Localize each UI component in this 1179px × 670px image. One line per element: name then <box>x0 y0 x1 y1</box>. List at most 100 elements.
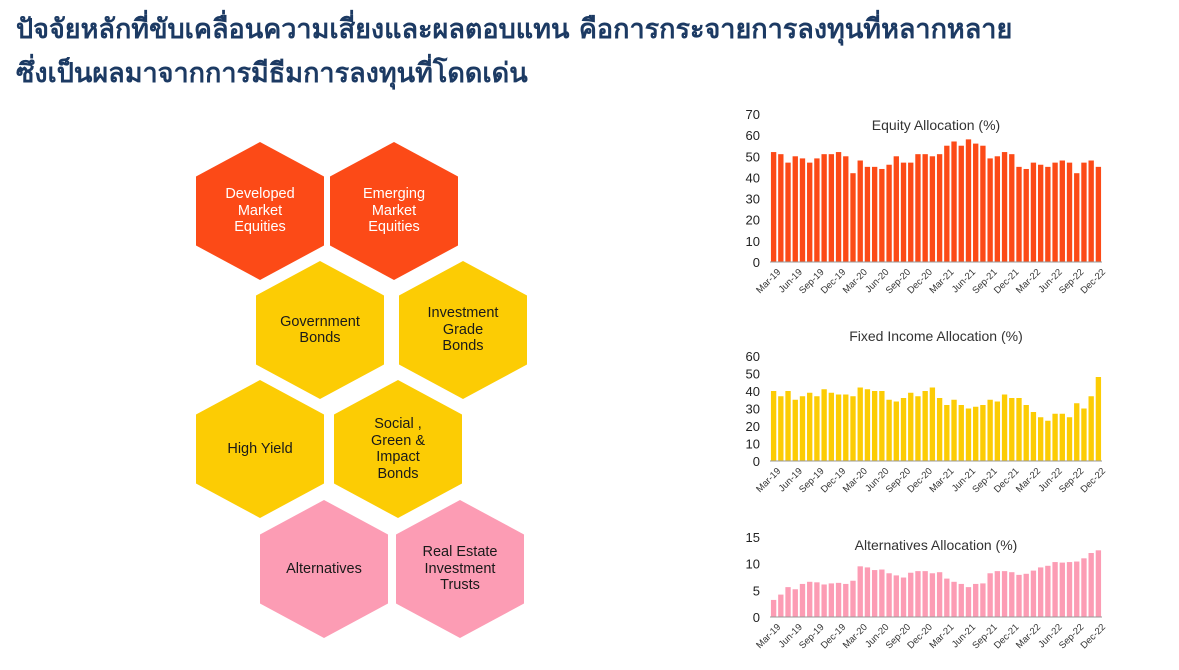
bar <box>857 566 863 617</box>
bar <box>1081 558 1087 617</box>
bar <box>1001 394 1008 461</box>
bar <box>994 401 1001 461</box>
y-tick-label: 0 <box>753 255 760 270</box>
bar <box>987 573 993 617</box>
bar <box>951 141 957 262</box>
bar <box>973 583 979 617</box>
bar <box>843 583 849 617</box>
x-tick-label: Mar-20 <box>841 622 870 651</box>
bar <box>1081 162 1087 262</box>
bar <box>828 583 835 617</box>
bar <box>922 154 928 262</box>
bar <box>893 156 899 262</box>
bar <box>951 581 957 617</box>
x-tick-label: Mar-21 <box>927 466 956 495</box>
bar <box>871 166 878 262</box>
bar <box>835 152 842 262</box>
bar <box>944 578 950 617</box>
bar <box>929 156 936 262</box>
bar <box>1030 162 1037 262</box>
bar <box>1016 398 1022 461</box>
y-tick-label: 0 <box>753 454 760 469</box>
bar <box>770 391 777 461</box>
bar <box>785 162 791 262</box>
bar <box>994 156 1001 262</box>
bar <box>864 166 871 262</box>
bar <box>1045 166 1051 262</box>
bar <box>965 139 972 262</box>
hex-social-green-impact-bonds: Social , Green & Impact Bonds <box>334 380 462 518</box>
bar <box>994 571 1001 617</box>
bar <box>922 391 928 461</box>
y-tick-label: 20 <box>746 213 760 228</box>
hex-label: Real Estate Investment Trusts <box>422 544 498 594</box>
bar <box>1074 561 1080 617</box>
bar <box>908 572 914 617</box>
bar <box>871 570 878 617</box>
hex-label: Alternatives <box>286 560 362 577</box>
bar <box>1059 562 1065 617</box>
hex-high-yield: High Yield <box>196 380 324 518</box>
y-tick-label: 0 <box>753 610 760 625</box>
bar <box>973 406 979 461</box>
x-tick-label: Mar-19 <box>754 622 783 651</box>
bar <box>1016 574 1022 617</box>
hex-label: High Yield <box>227 440 293 457</box>
x-tick-label: Mar-21 <box>927 622 956 651</box>
chart-title: Fixed Income Allocation (%) <box>849 328 1023 344</box>
bar <box>770 599 777 617</box>
bar <box>944 405 950 461</box>
x-tick-label: Mar-21 <box>927 267 956 296</box>
bar <box>814 158 820 262</box>
bar <box>864 567 871 617</box>
bar <box>929 387 936 461</box>
hex-government-bonds: Government Bonds <box>256 261 384 399</box>
bar <box>778 154 784 262</box>
bar <box>807 581 813 617</box>
bar <box>958 145 964 262</box>
hex-real-estate-investment-trusts: Real Estate Investment Trusts <box>396 500 524 638</box>
bar <box>1052 162 1058 262</box>
y-tick-label: 30 <box>746 402 760 417</box>
bar <box>908 392 914 461</box>
bar <box>951 399 957 461</box>
equity-allocation-chart: Equity Allocation (%) 0 10 20 30 40 50 60 70 Mar-… <box>746 107 1109 296</box>
headline-line-2: ซึ่งเป็นผลมาจากการมีธีมการลงทุนที่โดดเด่… <box>16 58 528 89</box>
y-tick-label: 10 <box>746 234 760 249</box>
y-tick-label: 30 <box>746 192 760 207</box>
bar <box>936 154 943 262</box>
alternatives-allocation-chart: Alternatives Allocation (%)051015Mar-19J… <box>746 530 1109 651</box>
bar <box>770 152 777 262</box>
bar <box>843 156 849 262</box>
bar <box>871 391 878 461</box>
bar <box>1009 154 1015 262</box>
bar <box>1052 413 1058 461</box>
bar <box>893 575 899 617</box>
hex-label: Developed Market Equities <box>225 186 295 236</box>
y-tick-label: 15 <box>746 530 760 545</box>
bar <box>799 396 806 461</box>
bar <box>1059 413 1065 461</box>
bar <box>1030 412 1037 461</box>
bar <box>814 396 820 461</box>
bar <box>792 399 798 461</box>
bar <box>1095 166 1102 262</box>
bar <box>886 164 892 262</box>
bar <box>1037 417 1044 461</box>
hex-developed-market-equities: Developed Market Equities <box>196 142 324 280</box>
bar <box>785 391 791 461</box>
x-tick-label: Mar-22 <box>1014 622 1043 651</box>
fixed-income-allocation-chart: Fixed Income Allocation (%) 0 10 20 30 40 50 60… <box>746 328 1109 495</box>
bar <box>843 394 849 461</box>
asset-class-hexagons: Developed Market Equities Emerging Marke… <box>0 0 560 670</box>
y-tick-label: 10 <box>746 557 760 572</box>
bar <box>821 584 827 617</box>
x-tick-label: Mar-22 <box>1014 267 1043 296</box>
bar <box>958 405 964 461</box>
bar <box>1088 160 1094 262</box>
bar <box>900 398 907 461</box>
hex-alternatives: Alternatives <box>260 500 388 638</box>
bar <box>1066 162 1073 262</box>
bar <box>1023 573 1029 617</box>
bar <box>807 392 813 461</box>
